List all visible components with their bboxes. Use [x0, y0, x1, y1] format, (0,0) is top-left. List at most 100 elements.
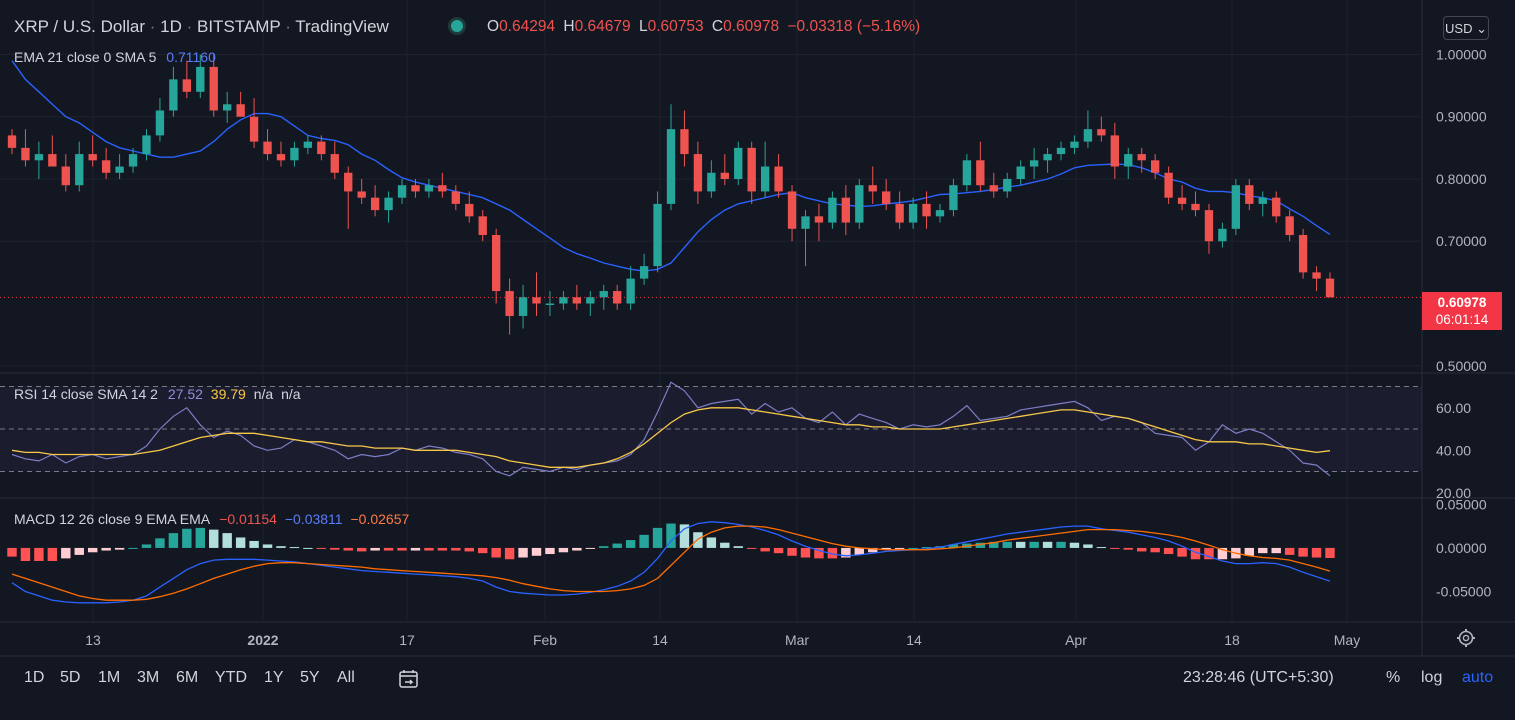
- candle-body: [505, 291, 514, 316]
- candle: [895, 191, 904, 229]
- candle-body: [209, 66, 218, 111]
- macd-histogram-bar: [599, 546, 609, 548]
- candle-body: [155, 110, 165, 136]
- candle-body: [882, 191, 891, 204]
- macd-histogram-bar: [195, 527, 205, 548]
- candle: [1204, 203, 1214, 254]
- candle: [1177, 185, 1187, 211]
- candle-body: [760, 166, 770, 192]
- range-1y[interactable]: 1Y: [264, 669, 284, 686]
- rsi-legend[interactable]: RSI 14 close SMA 14 2 27.52 39.79 n/a n/…: [14, 386, 301, 402]
- candle-body: [734, 147, 743, 179]
- range-5y[interactable]: 5Y: [300, 669, 320, 686]
- macd-histogram-bar: [1069, 542, 1080, 548]
- macd-histogram-bar: [209, 529, 219, 548]
- macd-legend[interactable]: MACD 12 26 close 9 EMA EMA −0.01154 −0.0…: [14, 511, 410, 527]
- candle-body: [263, 141, 272, 155]
- symbol-title[interactable]: XRP / U.S. Dollar · 1D · BITSTAMP · Trad…: [14, 17, 389, 36]
- macd-histogram-bar: [1163, 547, 1174, 555]
- candle: [747, 141, 756, 204]
- range-3m[interactable]: 3M: [137, 669, 160, 686]
- x-tick-label: 14: [906, 632, 922, 648]
- candle: [1016, 160, 1025, 186]
- range-all[interactable]: All: [337, 669, 355, 686]
- candle-body: [518, 297, 528, 316]
- candle-body: [249, 116, 259, 142]
- candle: [707, 160, 716, 198]
- candle-body: [451, 191, 460, 204]
- candle-body: [720, 172, 729, 179]
- candle: [720, 154, 729, 186]
- macd-histogram-bar: [814, 547, 824, 559]
- candle-body: [1164, 172, 1173, 198]
- currency-selector[interactable]: USD ⌄: [1443, 16, 1489, 40]
- macd-tick-label: -0.05000: [1436, 584, 1491, 600]
- candle: [1272, 191, 1281, 223]
- gear-icon[interactable]: [1456, 628, 1476, 648]
- candle: [1258, 191, 1267, 217]
- macd-histogram-bar: [706, 537, 717, 548]
- candle-body: [572, 297, 582, 304]
- range-6m[interactable]: 6M: [176, 669, 199, 686]
- macd-histogram-bar: [330, 547, 340, 550]
- macd-histogram-bar: [504, 547, 515, 560]
- candle-body: [1003, 178, 1012, 192]
- candle-body: [478, 216, 487, 236]
- range-ytd[interactable]: YTD: [215, 669, 247, 686]
- candle: [774, 154, 783, 198]
- macd-histogram-bar: [1029, 541, 1039, 548]
- macd-histogram-bar: [1217, 547, 1228, 560]
- macd-histogram-bar: [989, 541, 999, 548]
- macd-histogram-bar: [491, 547, 501, 558]
- macd-histogram-bar: [1204, 547, 1214, 560]
- candle: [61, 154, 70, 192]
- candle: [276, 141, 286, 167]
- candle: [209, 54, 218, 117]
- macd-histogram-bar: [1096, 547, 1107, 549]
- macd-histogram-bar: [1056, 541, 1066, 548]
- range-1m[interactable]: 1M: [98, 669, 121, 686]
- macd-histogram-bar: [141, 544, 152, 548]
- candle-body: [1177, 197, 1187, 204]
- calendar-range-icon[interactable]: [398, 668, 420, 690]
- candle-body: [626, 278, 635, 304]
- candle-body: [747, 147, 756, 192]
- candle-body: [1083, 129, 1093, 142]
- candle: [734, 141, 743, 186]
- candle-body: [34, 154, 44, 161]
- candle-body: [908, 203, 918, 223]
- candle: [223, 91, 232, 123]
- x-tick-label: 2022: [247, 632, 278, 648]
- macd-histogram-bar: [182, 528, 192, 548]
- range-5d[interactable]: 5D: [60, 669, 81, 686]
- candle-body: [196, 66, 205, 92]
- provider: TradingView: [295, 17, 389, 36]
- signal-line: [11, 525, 1331, 601]
- candle-body: [223, 104, 232, 111]
- range-1d[interactable]: 1D: [24, 669, 45, 686]
- x-tick-label: 13: [85, 632, 101, 648]
- macd-histogram-bar: [746, 547, 757, 549]
- macd-histogram-bar: [921, 547, 932, 549]
- candle: [626, 266, 635, 310]
- ohlc-values: O0.64294 H0.64679 L0.60753 C0.60978 −0.0…: [487, 18, 921, 35]
- macd-histogram-bar: [262, 544, 273, 548]
- x-tick-label: Mar: [785, 632, 809, 648]
- candle: [787, 185, 797, 242]
- candle: [599, 284, 608, 310]
- percent-toggle[interactable]: %: [1386, 669, 1401, 686]
- candle: [1124, 147, 1133, 179]
- macd-histogram-bar: [343, 547, 353, 551]
- macd-histogram-bar: [1244, 547, 1255, 556]
- clock[interactable]: 23:28:46 (UTC+5:30): [1183, 669, 1334, 686]
- auto-toggle[interactable]: auto: [1462, 669, 1494, 686]
- macd-histogram-bar: [1042, 541, 1053, 548]
- candle: [855, 178, 864, 229]
- ema-legend[interactable]: EMA 21 close 0 SMA 5 0.71160: [14, 49, 216, 65]
- candle-body: [1272, 197, 1281, 217]
- interval: 1D: [160, 17, 182, 36]
- log-toggle[interactable]: log: [1421, 669, 1443, 686]
- candle-body: [384, 197, 393, 211]
- candle-body: [61, 166, 70, 186]
